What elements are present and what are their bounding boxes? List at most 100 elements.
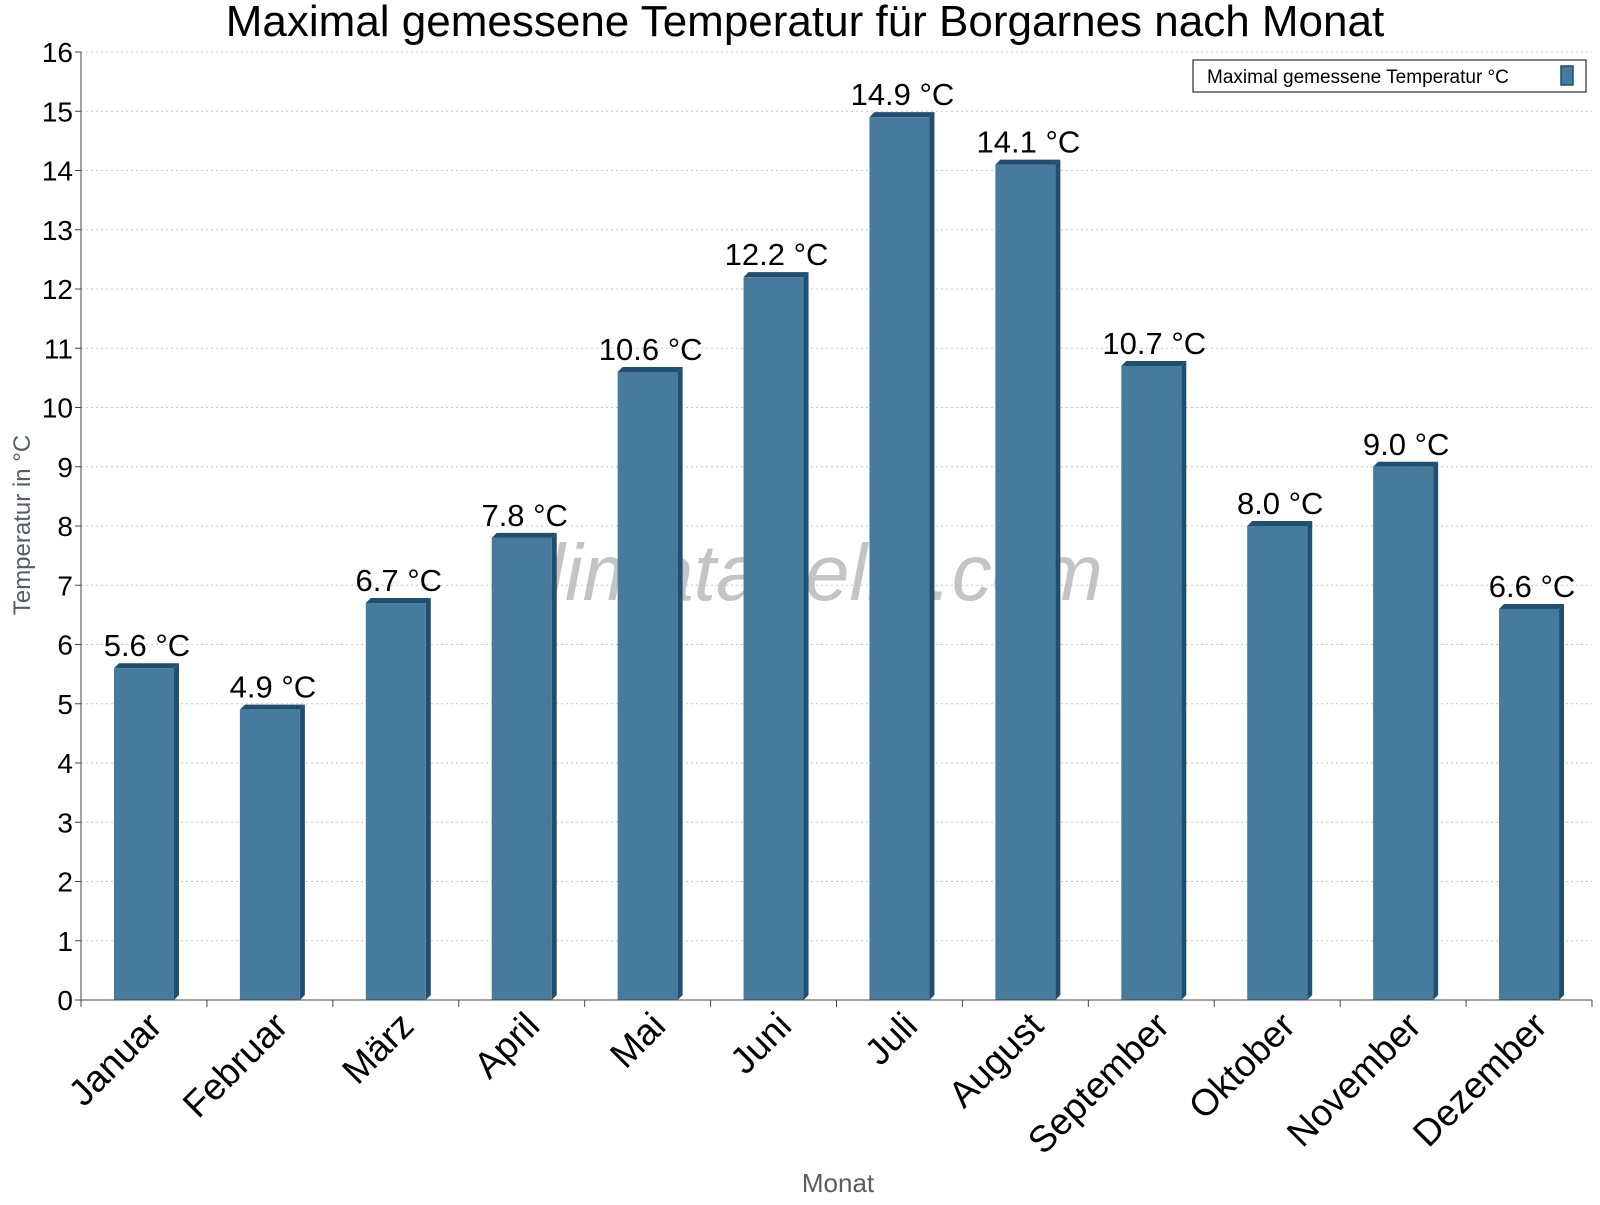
x-tick-label: Dezember bbox=[1405, 1005, 1555, 1155]
data-label: 14.9 °C bbox=[851, 77, 955, 112]
x-tick-label: April bbox=[466, 1005, 547, 1086]
y-tick-label: 6 bbox=[57, 630, 73, 661]
x-tick-label: Januar bbox=[61, 1005, 170, 1114]
bar-mai bbox=[617, 366, 683, 1000]
data-label: 12.2 °C bbox=[725, 237, 829, 272]
x-tick-label: Oktober bbox=[1181, 1005, 1303, 1127]
bar bbox=[617, 371, 678, 1000]
bar bbox=[1373, 466, 1434, 1000]
y-tick-label: 16 bbox=[42, 37, 73, 68]
y-axis-label: Temperatur in °C bbox=[9, 435, 36, 615]
data-label: 10.6 °C bbox=[599, 332, 703, 367]
bar-side bbox=[677, 366, 683, 1000]
bar bbox=[869, 117, 930, 1001]
bar-side bbox=[173, 663, 179, 1000]
bar-september bbox=[1121, 361, 1187, 1000]
bar-side bbox=[1181, 361, 1187, 1000]
data-label: 14.1 °C bbox=[977, 125, 1081, 160]
bar-dezember bbox=[1499, 603, 1565, 1000]
bar-märz bbox=[365, 598, 431, 1000]
y-tick-label: 0 bbox=[57, 985, 73, 1016]
grid-lines bbox=[81, 51, 1592, 942]
data-label: 9.0 °C bbox=[1363, 427, 1450, 462]
bar-top bbox=[1121, 361, 1187, 367]
bar bbox=[1247, 526, 1308, 1000]
x-tick-label: Februar bbox=[175, 1005, 296, 1126]
data-label: 10.7 °C bbox=[1102, 326, 1206, 361]
bar-oktober bbox=[1247, 521, 1313, 1000]
bar-top bbox=[617, 366, 683, 372]
data-label: 7.8 °C bbox=[481, 498, 568, 533]
bar-side bbox=[425, 598, 431, 1000]
bar-side bbox=[929, 112, 935, 1001]
legend-label: Maximal gemessene Temperatur °C bbox=[1207, 67, 1509, 88]
y-tick-label: 8 bbox=[57, 511, 73, 542]
y-tick-label: 15 bbox=[42, 96, 73, 127]
x-tick-label: Juni bbox=[722, 1005, 799, 1082]
y-tick-label: 10 bbox=[42, 393, 73, 424]
bar-side bbox=[1559, 603, 1565, 1000]
bar-juli bbox=[869, 112, 935, 1001]
bar bbox=[995, 164, 1056, 1000]
bar bbox=[1121, 366, 1182, 1000]
bar-side bbox=[803, 272, 809, 1000]
bar-top bbox=[491, 532, 557, 538]
data-label: 6.7 °C bbox=[356, 563, 443, 598]
bar-top bbox=[1247, 521, 1313, 526]
bar-november bbox=[1373, 461, 1439, 1000]
bar bbox=[491, 537, 552, 1000]
data-label: 8.0 °C bbox=[1237, 486, 1324, 521]
bar-april bbox=[491, 532, 557, 1000]
legend-swatch bbox=[1560, 65, 1574, 86]
bar bbox=[113, 668, 174, 1000]
bar-side bbox=[1307, 521, 1313, 1000]
x-tick-label: Juli bbox=[857, 1005, 925, 1073]
bar-top bbox=[113, 663, 179, 669]
bar bbox=[365, 603, 426, 1000]
bar-side bbox=[1433, 461, 1439, 1000]
y-tick-label: 4 bbox=[57, 748, 73, 779]
bar-top bbox=[743, 272, 809, 278]
bar bbox=[1499, 608, 1560, 1000]
bar-top bbox=[239, 704, 305, 710]
legend-box bbox=[1192, 59, 1587, 93]
chart-title: Maximal gemessene Temperatur für Borgarn… bbox=[226, 0, 1384, 46]
bar-august bbox=[995, 159, 1061, 1000]
x-tick-label: März bbox=[334, 1005, 421, 1092]
bar-top bbox=[869, 112, 935, 118]
y-tick-label: 5 bbox=[57, 689, 73, 720]
bar-februar bbox=[239, 704, 305, 1000]
x-tick-label: November bbox=[1279, 1005, 1429, 1155]
bar-top bbox=[995, 159, 1061, 165]
data-label: 6.6 °C bbox=[1489, 569, 1576, 604]
bar-side bbox=[1055, 159, 1061, 1000]
y-tick-label: 13 bbox=[42, 215, 73, 246]
legend: Maximal gemessene Temperatur °C bbox=[1192, 59, 1587, 93]
bar bbox=[239, 709, 300, 1000]
y-tick-label: 9 bbox=[57, 452, 73, 483]
bar-top bbox=[365, 598, 431, 604]
y-tick-label: 1 bbox=[57, 926, 73, 957]
bar-januar bbox=[113, 663, 179, 1000]
y-tick-label: 14 bbox=[42, 156, 73, 187]
x-ticks: Januar Februar März April Mai Juni Juli AugustS… bbox=[61, 1000, 1593, 1162]
y-tick-label: 12 bbox=[42, 274, 73, 305]
x-axis-label: Monat bbox=[802, 1168, 875, 1198]
bar-top bbox=[1373, 461, 1439, 467]
bars bbox=[113, 112, 1565, 1001]
data-labels: 5.6 °C 4.9 °C 6.7 °C 7.8 °C 10.6 °C 12.2 °C 14… bbox=[104, 77, 1576, 705]
bar-juni bbox=[743, 272, 809, 1000]
bar-top bbox=[1499, 603, 1565, 609]
data-label: 5.6 °C bbox=[104, 628, 191, 663]
bar-side bbox=[299, 704, 305, 1000]
y-tick-label: 3 bbox=[57, 807, 73, 838]
x-tick-label: Mai bbox=[602, 1005, 673, 1076]
y-tick-label: 7 bbox=[57, 570, 73, 601]
data-label: 4.9 °C bbox=[230, 670, 317, 705]
bar-side bbox=[551, 532, 557, 1000]
bar bbox=[743, 277, 804, 1000]
y-tick-label: 2 bbox=[57, 867, 73, 898]
